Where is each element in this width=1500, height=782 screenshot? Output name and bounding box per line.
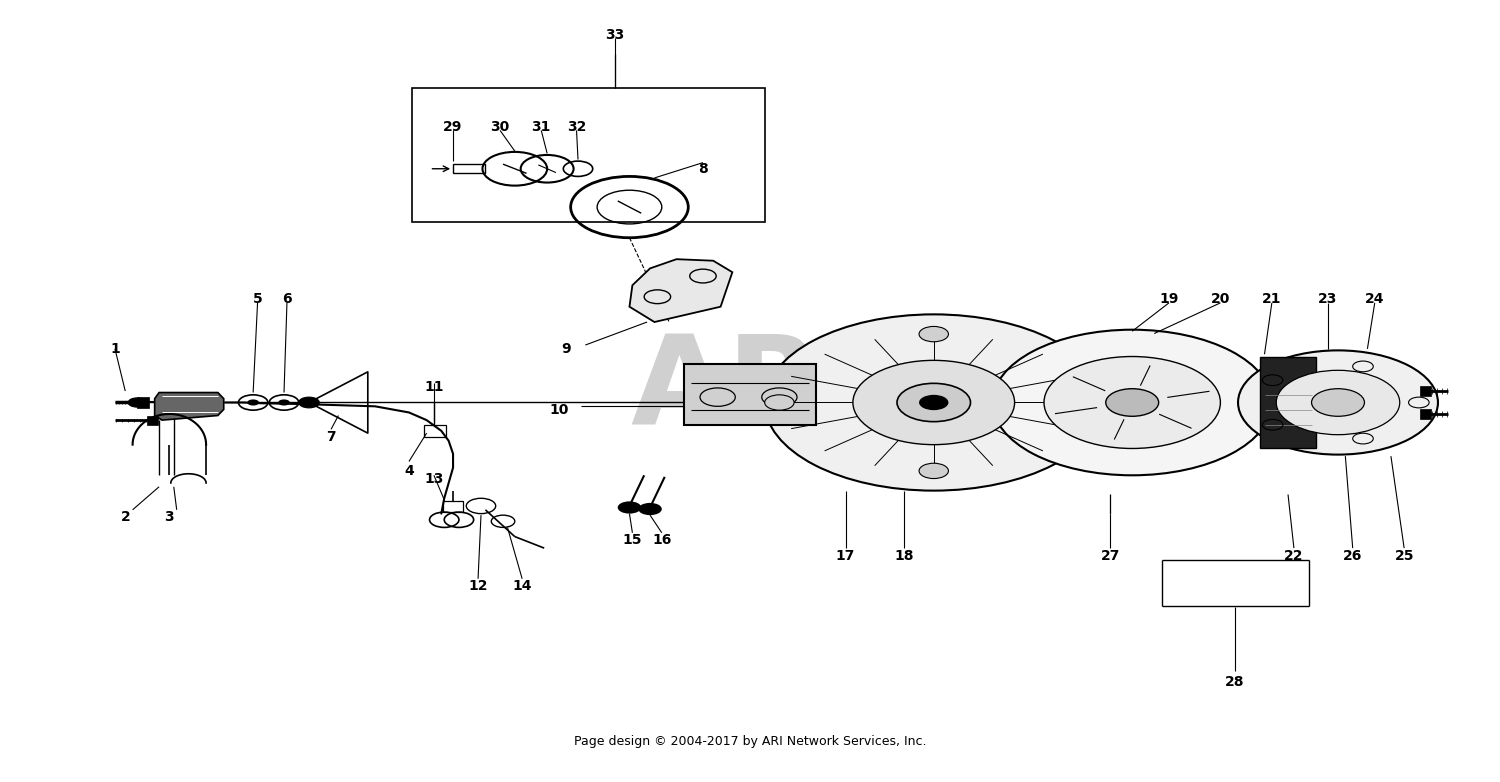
Text: 18: 18	[894, 549, 914, 563]
Circle shape	[993, 330, 1272, 475]
Polygon shape	[684, 364, 816, 425]
Circle shape	[920, 326, 948, 342]
Text: 30: 30	[490, 120, 510, 134]
Text: 6: 6	[282, 292, 292, 306]
Circle shape	[298, 397, 320, 408]
Text: 22: 22	[1284, 549, 1304, 563]
Text: 4: 4	[404, 465, 414, 479]
Circle shape	[897, 383, 971, 421]
Bar	[1420, 409, 1431, 419]
Text: 21: 21	[1262, 292, 1281, 306]
Circle shape	[765, 314, 1102, 490]
Text: 17: 17	[836, 549, 855, 563]
Bar	[442, 501, 464, 512]
Bar	[147, 415, 158, 425]
Circle shape	[128, 398, 146, 407]
Text: 29: 29	[444, 120, 462, 134]
Circle shape	[1276, 371, 1400, 435]
Text: 19: 19	[1160, 292, 1179, 306]
Circle shape	[765, 395, 794, 411]
Circle shape	[248, 400, 259, 406]
Circle shape	[920, 395, 948, 411]
Text: 10: 10	[549, 404, 568, 417]
Bar	[1420, 386, 1431, 396]
Circle shape	[1106, 389, 1158, 416]
Circle shape	[639, 503, 662, 515]
Text: 26: 26	[1342, 549, 1362, 563]
Text: 16: 16	[652, 533, 672, 547]
Text: 11: 11	[424, 380, 444, 394]
Text: Page design © 2004-2017 by ARI Network Services, Inc.: Page design © 2004-2017 by ARI Network S…	[573, 736, 926, 748]
Text: 7: 7	[326, 430, 336, 444]
Bar	[136, 397, 148, 408]
Polygon shape	[630, 259, 732, 322]
Circle shape	[618, 501, 640, 514]
Text: 23: 23	[1318, 292, 1338, 306]
Text: 1: 1	[110, 342, 120, 356]
Bar	[453, 164, 486, 174]
Circle shape	[1238, 350, 1438, 454]
Text: 25: 25	[1395, 549, 1414, 563]
Text: 12: 12	[468, 579, 488, 594]
Circle shape	[1311, 389, 1365, 416]
Bar	[413, 88, 765, 222]
Circle shape	[1044, 357, 1221, 449]
Text: 28: 28	[1226, 675, 1245, 689]
Text: 5: 5	[252, 292, 262, 306]
Circle shape	[920, 463, 948, 479]
Text: 9: 9	[561, 342, 572, 356]
Polygon shape	[154, 393, 224, 420]
Text: 13: 13	[424, 472, 444, 486]
Circle shape	[853, 361, 1014, 445]
Text: 32: 32	[567, 120, 586, 134]
Text: 20: 20	[1210, 292, 1230, 306]
Text: 24: 24	[1365, 292, 1384, 306]
Text: 31: 31	[531, 120, 550, 134]
Text: ARI: ARI	[630, 331, 870, 451]
Text: 3: 3	[165, 511, 174, 525]
Bar	[423, 425, 445, 437]
Bar	[1260, 357, 1316, 449]
Text: 33: 33	[604, 27, 624, 41]
Text: 27: 27	[1101, 549, 1120, 563]
Text: 2: 2	[120, 511, 130, 525]
Text: 14: 14	[513, 579, 532, 594]
Text: 8: 8	[698, 162, 708, 176]
Circle shape	[278, 400, 290, 406]
Text: 15: 15	[622, 533, 642, 547]
